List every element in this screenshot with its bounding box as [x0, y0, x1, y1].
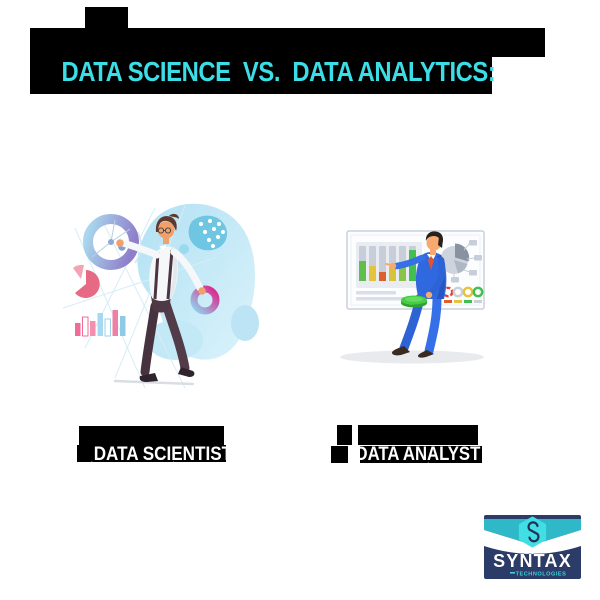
floor-shadow	[340, 350, 484, 364]
presentation-board	[346, 230, 485, 310]
title-line2-bar	[30, 57, 492, 94]
data-analyst-illustration	[340, 230, 485, 364]
page-title-line1: DATA SCIENCE VS. DATA ANALYTICS:	[61, 56, 496, 87]
left-role-label: DATA SCIENTIST	[93, 444, 232, 465]
left-salary-label: $105,750 - $180,250	[87, 460, 237, 481]
logo-brand: SYNTAX	[493, 551, 572, 571]
right-role-label: DATA ANALYST	[355, 444, 480, 465]
green-disc-icon	[401, 295, 427, 308]
analyst-figure	[385, 231, 447, 358]
right-salary-bar-fragment	[331, 446, 348, 463]
title-line2-wrap: SALARY PROSPECTS	[30, 57, 492, 129]
ground-line	[113, 379, 195, 386]
title-line1-wrap: DATA SCIENCE VS. DATA ANALYTICS:	[30, 28, 545, 86]
right-role-bar	[358, 425, 478, 445]
board-text-lines	[356, 291, 410, 301]
dot-pattern	[188, 215, 228, 251]
pie-chart-icon	[73, 264, 100, 298]
left-role-wrap: DATA SCIENTIST	[52, 426, 252, 464]
gauge-ring-icon	[83, 214, 142, 270]
logo-swoosh	[484, 530, 581, 554]
title-line1-bar	[30, 28, 545, 57]
left-role-bar	[79, 426, 224, 445]
logo-hexagon-icon	[518, 516, 547, 548]
title-top-notch	[85, 7, 128, 28]
right-role-wrap: DATA ANALYST	[307, 425, 507, 465]
board-legend-strips	[444, 300, 482, 303]
board-pie-diagram	[440, 240, 482, 283]
right-salary-wrap: $83,750 - $142,500	[311, 445, 511, 481]
syntax-logo: SYNTAX TECHNOLOGIES	[484, 515, 581, 579]
logo-tagline: TECHNOLOGIES	[516, 572, 567, 578]
right-salary-label: $83,750 - $142,500	[353, 461, 490, 482]
data-scientist-illustration	[62, 203, 259, 389]
logo-tagline-dash	[510, 572, 515, 574]
left-salary-bar	[77, 445, 226, 462]
left-salary-wrap: $105,750 - $180,250	[51, 444, 251, 480]
bar-chart-icon	[75, 310, 126, 337]
page-title-line2: SALARY PROSPECTS	[72, 87, 420, 131]
right-salary-bar	[360, 446, 482, 463]
scientist-figure	[116, 213, 206, 382]
right-role-bar-fragment	[337, 425, 352, 445]
